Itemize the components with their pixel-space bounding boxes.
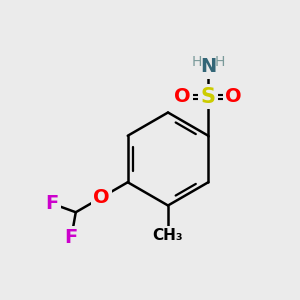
Text: F: F — [65, 228, 78, 247]
Text: O: O — [226, 87, 242, 106]
Text: CH₃: CH₃ — [153, 228, 183, 243]
Text: O: O — [175, 87, 191, 106]
Text: S: S — [201, 87, 216, 107]
Text: F: F — [45, 194, 58, 213]
Text: O: O — [93, 188, 110, 207]
Text: H: H — [214, 55, 225, 69]
Text: N: N — [200, 57, 216, 76]
Text: H: H — [192, 55, 202, 69]
